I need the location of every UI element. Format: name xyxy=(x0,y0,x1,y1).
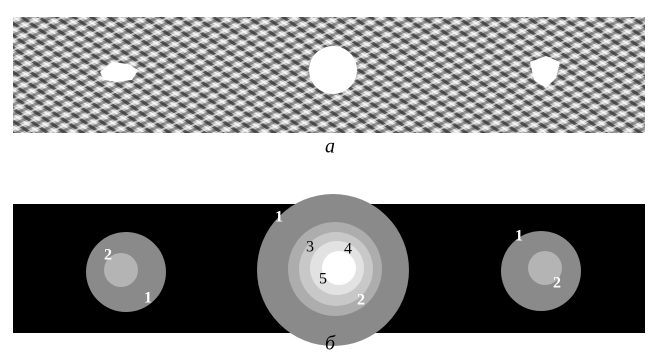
region-label: 4 xyxy=(344,241,352,258)
region-label: 1 xyxy=(144,290,152,307)
panel-label: а xyxy=(325,136,335,158)
region-label: 2 xyxy=(104,247,112,264)
panel-label: б xyxy=(325,333,336,355)
region-label: 3 xyxy=(306,239,314,256)
panel-a xyxy=(13,17,645,133)
panel-b: 2 1 1 3 4 5 2 1 2 xyxy=(13,194,645,346)
region-label: 2 xyxy=(553,275,561,292)
region-label: 1 xyxy=(275,209,283,226)
blob xyxy=(309,46,357,94)
region-label: 1 xyxy=(515,228,523,245)
region-label: 2 xyxy=(357,292,365,309)
figure: а 2 1 1 3 4 5 2 1 2 б xyxy=(0,0,661,358)
region-label: 5 xyxy=(319,271,327,288)
